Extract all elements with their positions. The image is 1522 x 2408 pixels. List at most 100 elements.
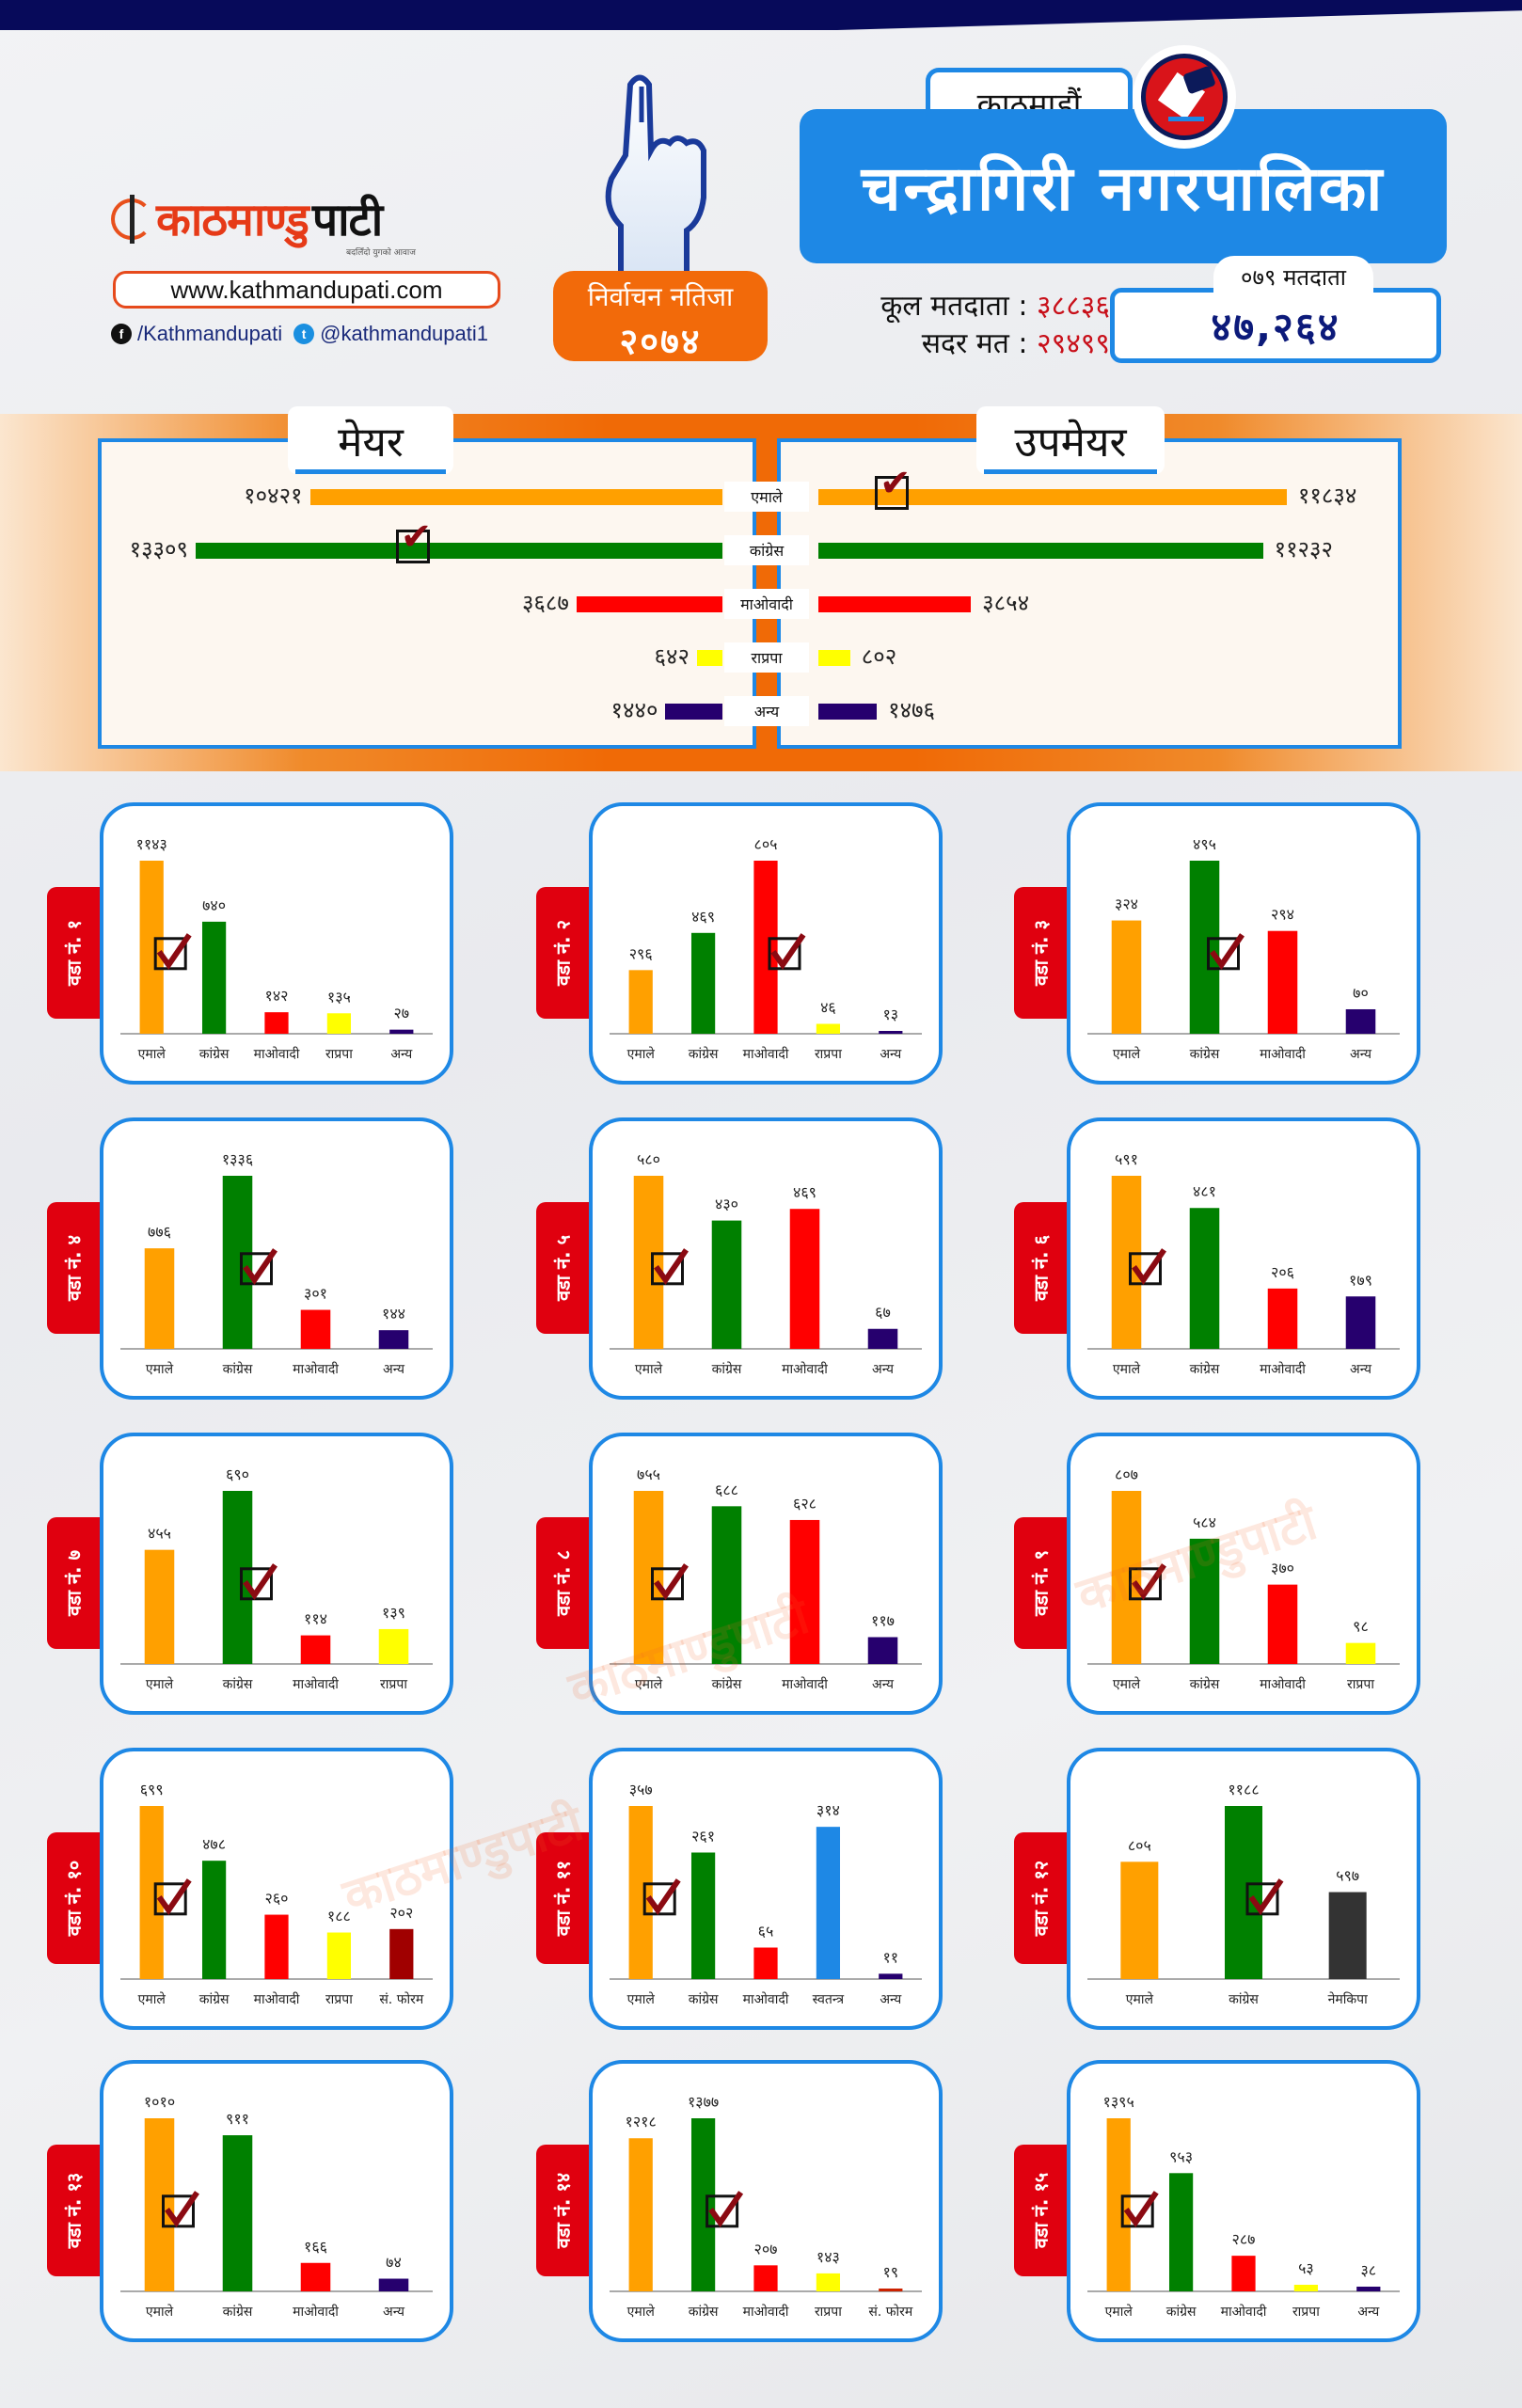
- ward-label: वडा नं. १०: [47, 1832, 100, 1964]
- ward-label: वडा नं. ३: [1014, 887, 1067, 1019]
- data-label: ८०५: [1128, 1836, 1151, 1854]
- category-label: कांग्रेस: [689, 1991, 719, 2007]
- category-label: एमाले: [146, 2304, 174, 2320]
- ward-card: [589, 1433, 943, 1715]
- data-label: २६०: [265, 1890, 289, 1908]
- category-label: एमाले: [1113, 1676, 1141, 1692]
- ward-label-text: वडा नं. ४: [62, 1234, 86, 1302]
- category-label: राप्रपा: [1292, 2305, 1320, 2320]
- data-label: ११: [882, 1948, 898, 1966]
- category-label: एमाले: [146, 1676, 174, 1692]
- bar: [816, 1827, 841, 1979]
- ward-label-text: वडा नं. ७: [62, 1549, 86, 1617]
- winner-check-icon: [153, 933, 192, 971]
- data-label: १३७७: [688, 2093, 719, 2111]
- bar: [633, 1176, 664, 1349]
- category-label: कांग्रेस: [689, 2304, 719, 2320]
- badge-title: निर्वाचन नतिजा: [587, 281, 734, 312]
- twitter-link[interactable]: @kathmandupati1: [320, 322, 488, 345]
- ward-label: वडा नं. ५: [536, 1202, 589, 1334]
- data-label: ५९७: [1336, 1867, 1359, 1885]
- data-label: १३: [882, 1006, 898, 1023]
- data-label: १३९: [382, 1604, 405, 1622]
- ward-label-text: वडा नं. १३: [62, 2172, 86, 2249]
- bar: [144, 1248, 175, 1349]
- bar: [378, 2278, 409, 2291]
- data-label: २०६: [1271, 1263, 1294, 1281]
- data-label: ६८८: [715, 1481, 738, 1498]
- data-label: २७: [393, 1005, 409, 1022]
- category-label: राप्रपा: [325, 1992, 353, 2007]
- bar: [1111, 920, 1142, 1034]
- category-label: माओवादी: [782, 1361, 828, 1377]
- category-label: कांग्रेस: [1166, 2304, 1197, 2320]
- bar: [711, 1506, 742, 1664]
- category-label: कांग्रेस: [199, 1991, 230, 2007]
- data-label: २९४: [1271, 906, 1294, 924]
- website-link[interactable]: www.kathmandupati.com: [113, 271, 500, 309]
- mayor-heading: मेयर: [288, 406, 453, 474]
- ward-chart: वडा नं. ३ ३२४ एमाले ४९५ कांग्रेस २९४ माओवादी ७०…: [1014, 802, 1420, 1085]
- winner-check-icon: [651, 1563, 689, 1601]
- ward-chart: वडा नं. ९ ८०७ एमाले ५८४ कांग्रेस ३७० माओवादी ९८…: [1014, 1433, 1420, 1715]
- mayor-value-label: १३३०९: [129, 536, 188, 562]
- data-label: ७५५: [637, 1465, 660, 1483]
- deputy-mayor-bar: [818, 650, 850, 666]
- ward-card: [589, 802, 943, 1085]
- valid-votes-label: सदर मत: [921, 327, 1009, 360]
- mayor-bar: [576, 596, 722, 612]
- deputy-mayor-value-label: ८०२: [861, 643, 897, 670]
- category-label: माओवादी: [1260, 1676, 1306, 1692]
- ward-label: वडा नं. २: [536, 887, 589, 1019]
- ward-chart: वडा नं. ८ ७५५ एमाले ६८८ कांग्रेस ६२८ माओवादी ११…: [536, 1433, 943, 1715]
- bar: [711, 1220, 742, 1349]
- category-label: कांग्रेस: [1229, 1991, 1259, 2007]
- data-label: ४६९: [691, 908, 715, 926]
- facebook-icon: f: [111, 324, 132, 344]
- category-label: माओवादी: [293, 2304, 339, 2320]
- data-label: ३१४: [816, 1801, 840, 1819]
- ward-label-text: वडा नं. ८: [551, 1549, 575, 1617]
- deputy-mayor-bar: [818, 543, 1263, 559]
- ward-label: वडा नं. ७: [47, 1517, 100, 1649]
- winner-check-icon: [153, 1878, 192, 1916]
- data-label: २०७: [754, 2240, 778, 2258]
- ward-label-text: वडा नं. १२: [1029, 1860, 1053, 1937]
- facebook-link[interactable]: /Kathmandupati: [137, 322, 283, 345]
- category-label: कांग्रेस: [689, 1046, 719, 1062]
- total-voters-label: कूल मतदाता: [880, 290, 1009, 323]
- winner-check-icon: [240, 1248, 277, 1286]
- winner-check-icon: [240, 1563, 277, 1601]
- ward-chart: वडा नं. १० ६९९ एमाले ४७८ कांग्रेस २६० माओवादी १…: [47, 1748, 453, 2030]
- data-label: १९: [882, 2263, 898, 2281]
- ward-chart: वडा नं. ७ ४५५ एमाले ६९० कांग्रेस ११४ माओवादी १३…: [47, 1433, 453, 1715]
- ward-label-text: वडा नं. १५: [1029, 2172, 1053, 2249]
- voter-stats: कूल मतदाता : ३८८३६ सदर मत : २९४९९: [800, 288, 1110, 363]
- category-label: माओवादी: [1260, 1046, 1306, 1062]
- bar: [879, 1031, 903, 1034]
- ballot-box-icon: [1133, 45, 1236, 149]
- data-label: ९११: [226, 2110, 249, 2128]
- category-label: स्वतन्त्र: [813, 1992, 845, 2007]
- bar: [326, 1013, 352, 1034]
- ward-label-text: वडा नं. ११: [551, 1860, 575, 1937]
- bar: [139, 1806, 164, 1979]
- logo[interactable]: काठमाण्डु पाटी: [111, 188, 534, 249]
- winner-check-icon: [1120, 2191, 1159, 2228]
- category-label: अन्य: [390, 1047, 413, 1062]
- ward-chart: वडा नं. १ ११४३ एमाले ७४० कांग्रेस १४२ माओवादी १…: [47, 802, 453, 1085]
- category-label: एमाले: [138, 1991, 166, 2007]
- category-label: राप्रपा: [815, 1047, 842, 1062]
- category-label: अन्य: [383, 2305, 405, 2320]
- category-label: माओवादी: [743, 1046, 789, 1062]
- ward-label: वडा नं. १४: [536, 2145, 589, 2276]
- party-label: कांग्रेस: [724, 535, 809, 565]
- data-label: १२१८: [626, 2113, 657, 2131]
- category-label: एमाले: [1126, 1991, 1154, 2007]
- bar: [1231, 2256, 1256, 2291]
- bar: [389, 1928, 414, 1979]
- data-label: ९८: [1353, 1618, 1369, 1636]
- data-label: ३८: [1360, 2261, 1376, 2279]
- winner-check-icon: [1129, 1248, 1166, 1286]
- category-label: अन्य: [872, 1677, 895, 1692]
